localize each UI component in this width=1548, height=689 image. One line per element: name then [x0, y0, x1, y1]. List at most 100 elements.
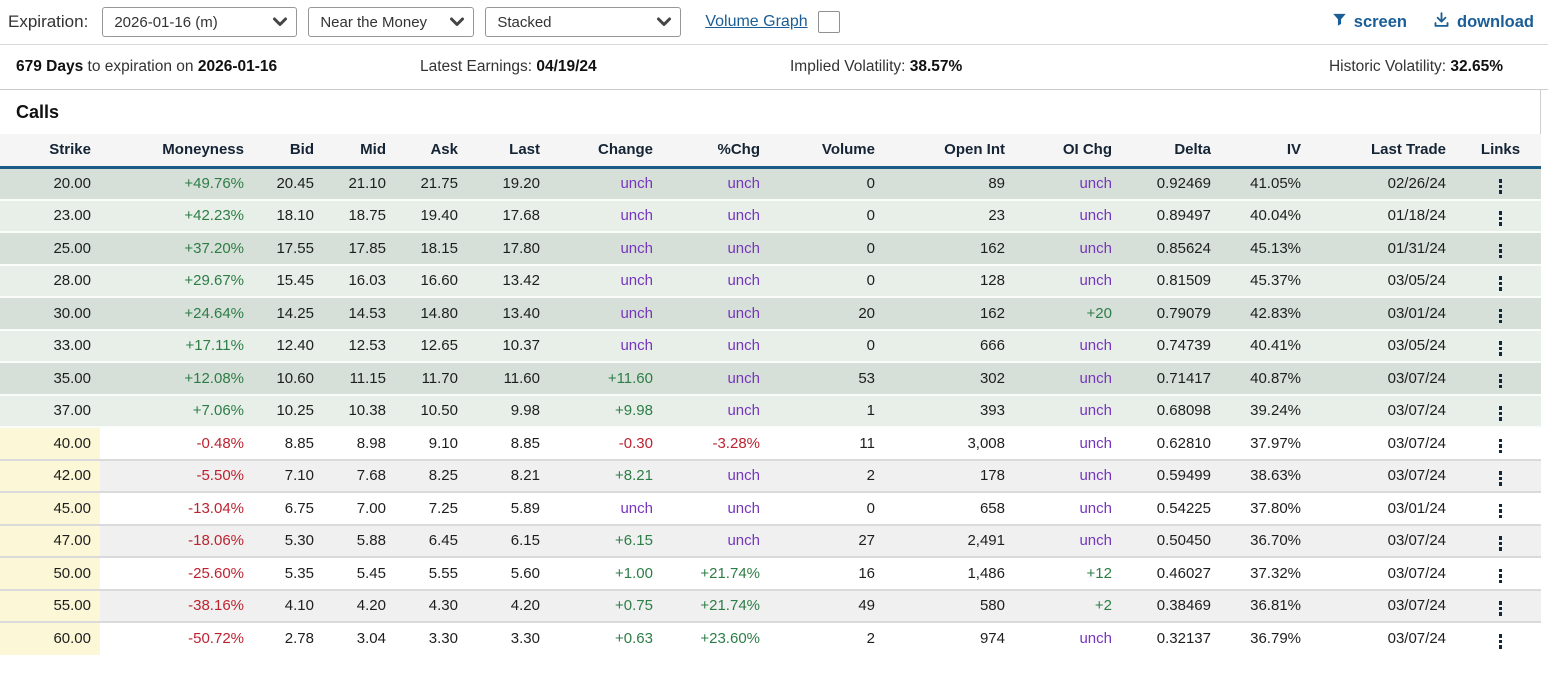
cell-links: [1460, 361, 1541, 395]
cell-last: 11.60: [472, 361, 554, 395]
cell-volume: 49: [774, 588, 889, 622]
moneyness-filter-select[interactable]: Near the Money: [308, 7, 475, 37]
row-menu-icon[interactable]: [1493, 402, 1509, 425]
cell-moneyness: -13.04%: [100, 491, 258, 525]
row-menu-icon[interactable]: [1493, 337, 1509, 360]
row-menu-icon[interactable]: [1493, 435, 1509, 458]
cell-delta: 0.59499: [1126, 458, 1225, 492]
volume-graph-link[interactable]: Volume Graph: [705, 13, 808, 30]
cell-links: [1460, 523, 1541, 557]
cell-change: +11.60: [554, 361, 667, 395]
cell-strike: 42.00: [0, 458, 100, 492]
cell-last-trade: 03/07/24: [1315, 458, 1460, 492]
cell-bid: 8.85: [258, 426, 328, 460]
cell-strike: 25.00: [0, 231, 100, 265]
cell-open-int: 162: [889, 296, 1019, 330]
table-row: 25.00 +37.20% 17.55 17.85 18.15 17.80 unch unch…: [0, 231, 1541, 265]
row-menu-icon[interactable]: [1493, 207, 1509, 230]
cell-ask: 7.25: [400, 491, 472, 525]
row-menu-icon[interactable]: [1493, 500, 1509, 523]
cell-mid: 7.00: [328, 491, 400, 525]
row-menu-icon[interactable]: [1493, 370, 1509, 393]
cell-links: [1460, 296, 1541, 330]
expiration-select[interactable]: 2026-01-16 (m): [102, 7, 298, 37]
cell-links: [1460, 328, 1541, 362]
row-menu-icon[interactable]: [1493, 630, 1509, 653]
row-menu-icon[interactable]: [1493, 272, 1509, 295]
options-table-body: 20.00 +49.76% 20.45 21.10 21.75 19.20 unch unch…: [0, 167, 1541, 655]
implied-volatility: Implied Volatility: 38.57%: [790, 58, 962, 76]
cell-strike: 40.00: [0, 426, 100, 460]
row-menu-icon[interactable]: [1493, 565, 1509, 588]
row-menu-icon[interactable]: [1493, 305, 1509, 328]
table-row: 60.00 -50.72% 2.78 3.04 3.30 3.30 +0.63 +23.60%…: [0, 621, 1541, 655]
cell-last: 17.68: [472, 198, 554, 232]
cell-moneyness: -38.16%: [100, 588, 258, 622]
cell-change: unch: [554, 167, 667, 200]
cell-mid: 5.45: [328, 556, 400, 590]
table-row: 37.00 +7.06% 10.25 10.38 10.50 9.98 +9.98 unch 1…: [0, 393, 1541, 427]
table-row: 35.00 +12.08% 10.60 11.15 11.70 11.60 +11.60 un…: [0, 361, 1541, 395]
cell-last-trade: 03/07/24: [1315, 361, 1460, 395]
days-text: to expiration on: [83, 58, 198, 75]
cell-bid: 4.10: [258, 588, 328, 622]
historic-vol-value: 32.65%: [1450, 58, 1503, 75]
row-menu-icon[interactable]: [1493, 240, 1509, 263]
earnings-label: Latest Earnings:: [420, 58, 537, 75]
cell-ask: 8.25: [400, 458, 472, 492]
column-header-bid: Bid: [258, 134, 328, 169]
cell-iv: 45.13%: [1225, 231, 1315, 265]
cell-delta: 0.92469: [1126, 167, 1225, 200]
cell-links: [1460, 263, 1541, 297]
cell-last-trade: 03/01/24: [1315, 296, 1460, 330]
cell-delta: 0.68098: [1126, 393, 1225, 427]
cell-moneyness: -0.48%: [100, 426, 258, 460]
row-menu-icon[interactable]: [1493, 532, 1509, 555]
cell-ask: 11.70: [400, 361, 472, 395]
cell-iv: 38.63%: [1225, 458, 1315, 492]
cell-change: unch: [554, 263, 667, 297]
cell-moneyness: +29.67%: [100, 263, 258, 297]
cell-volume: 2: [774, 458, 889, 492]
cell-oi-chg: +12: [1019, 556, 1126, 590]
cell-strike: 50.00: [0, 556, 100, 590]
screen-button[interactable]: screen: [1332, 12, 1407, 32]
download-button[interactable]: download: [1433, 11, 1534, 33]
cell-iv: 41.05%: [1225, 167, 1315, 200]
table-row: 28.00 +29.67% 15.45 16.03 16.60 13.42 unch unch…: [0, 263, 1541, 297]
cell-pchg: unch: [667, 231, 774, 265]
column-header-oi-chg: OI Chg: [1019, 134, 1126, 169]
cell-links: [1460, 231, 1541, 265]
filter-toolbar: Expiration: 2026-01-16 (m) Near the Mone…: [0, 0, 1548, 45]
cell-moneyness: -5.50%: [100, 458, 258, 492]
cell-mid: 3.04: [328, 621, 400, 655]
cell-iv: 40.41%: [1225, 328, 1315, 362]
row-menu-icon[interactable]: [1493, 175, 1509, 198]
cell-strike: 45.00: [0, 491, 100, 525]
cell-strike: 55.00: [0, 588, 100, 622]
cell-volume: 0: [774, 231, 889, 265]
download-icon: [1433, 11, 1450, 33]
cell-last: 8.85: [472, 426, 554, 460]
cell-bid: 5.30: [258, 523, 328, 557]
cell-volume: 20: [774, 296, 889, 330]
column-header--chg: %Chg: [667, 134, 774, 169]
view-mode-select[interactable]: Stacked: [485, 7, 682, 37]
cell-change: unch: [554, 198, 667, 232]
cell-delta: 0.79079: [1126, 296, 1225, 330]
cell-mid: 14.53: [328, 296, 400, 330]
row-menu-icon[interactable]: [1493, 597, 1509, 620]
cell-volume: 11: [774, 426, 889, 460]
cell-last-trade: 03/07/24: [1315, 426, 1460, 460]
cell-last: 10.37: [472, 328, 554, 362]
cell-open-int: 580: [889, 588, 1019, 622]
row-menu-icon[interactable]: [1493, 467, 1509, 490]
volume-graph-checkbox[interactable]: [817, 11, 840, 33]
table-header-row: Strike Moneyness Bid Mid Ask Last Change %Chg Vo…: [0, 134, 1541, 169]
cell-volume: 0: [774, 328, 889, 362]
cell-oi-chg: unch: [1019, 361, 1126, 395]
cell-links: [1460, 458, 1541, 492]
cell-iv: 42.83%: [1225, 296, 1315, 330]
cell-pchg: unch: [667, 361, 774, 395]
cell-volume: 1: [774, 393, 889, 427]
